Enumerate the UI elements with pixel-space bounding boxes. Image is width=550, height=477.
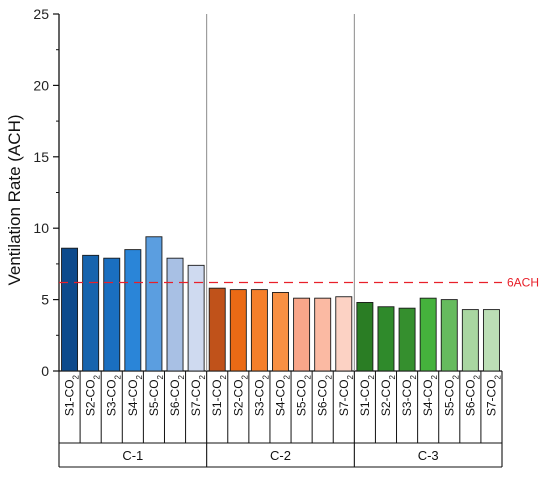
bar xyxy=(272,292,289,372)
bar xyxy=(103,257,121,372)
bar xyxy=(208,287,226,372)
bar xyxy=(293,297,311,372)
y-tick-label: 0 xyxy=(41,363,49,379)
bar xyxy=(124,249,142,372)
y-axis-title: Ventilation Rate (ACH) xyxy=(5,114,24,285)
group-label: C-1 xyxy=(122,448,143,463)
bar xyxy=(419,297,437,372)
x-tick-label: S5-CO2 xyxy=(442,374,460,416)
x-tick-label: S3-CO2 xyxy=(105,374,123,416)
y-tick-label: 5 xyxy=(41,292,49,308)
bar xyxy=(461,309,479,372)
x-tick-label: S4-CO2 xyxy=(421,374,439,416)
x-tick-label: S1-CO2 xyxy=(210,374,228,416)
x-tick-label: S7-CO2 xyxy=(337,374,355,416)
x-tick-label: S3-CO2 xyxy=(400,374,418,416)
x-tick-label: S3-CO2 xyxy=(252,374,270,416)
x-tick-label: S7-CO2 xyxy=(484,374,502,416)
bar xyxy=(440,299,458,372)
x-tick-label: S6-CO2 xyxy=(168,374,186,416)
x-tick-label: S4-CO2 xyxy=(274,374,292,416)
y-tick-label: 10 xyxy=(33,220,49,236)
bar xyxy=(398,307,416,372)
x-tick-label: S2-CO2 xyxy=(379,374,397,416)
y-tick-label: 20 xyxy=(33,77,49,93)
bar xyxy=(482,309,500,372)
plot-area: 0510152025S1-CO2S2-CO2S3-CO2S4-CO2S5-CO2… xyxy=(33,6,539,468)
y-tick-label: 25 xyxy=(33,6,49,22)
bar xyxy=(250,289,268,372)
x-tick-label: S1-CO2 xyxy=(358,374,376,416)
x-tick-label: S5-CO2 xyxy=(147,374,165,416)
x-tick-label: S5-CO2 xyxy=(295,374,313,416)
x-tick-label: S2-CO2 xyxy=(84,374,102,416)
bar xyxy=(187,264,205,372)
reference-line-label: 6ACH xyxy=(507,275,539,289)
bar xyxy=(356,302,374,372)
bar xyxy=(377,306,395,372)
x-tick-label: S7-CO2 xyxy=(189,374,207,416)
bar xyxy=(166,257,184,372)
y-tick-label: 15 xyxy=(33,149,49,165)
group-label: C-3 xyxy=(418,448,439,463)
x-tick-label: S2-CO2 xyxy=(231,374,249,416)
bar xyxy=(82,254,100,372)
bar xyxy=(145,236,163,372)
bar xyxy=(61,247,79,372)
x-tick-label: S1-CO2 xyxy=(63,374,81,416)
x-tick-label: S6-CO2 xyxy=(463,374,481,416)
group-label: C-2 xyxy=(270,448,291,463)
bar xyxy=(335,296,353,372)
bar xyxy=(229,289,247,372)
x-tick-label: S6-CO2 xyxy=(316,374,334,416)
bar xyxy=(314,297,332,372)
x-tick-label: S4-CO2 xyxy=(126,374,144,416)
